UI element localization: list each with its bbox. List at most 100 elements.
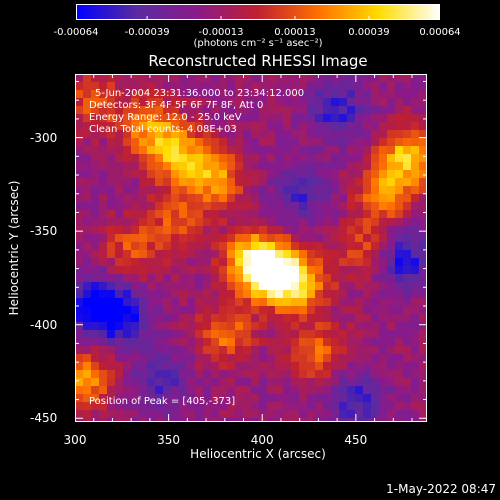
heatmap-cell: [267, 170, 276, 179]
heatmap-cell: [363, 90, 372, 99]
heatmap-cell: [299, 258, 308, 267]
heatmap-cell: [363, 178, 372, 187]
heatmap-cell: [307, 122, 316, 131]
heatmap-cell: [195, 210, 204, 219]
heatmap-cell: [227, 146, 236, 155]
heatmap-cell: [339, 274, 348, 283]
heatmap-cell: [227, 82, 236, 91]
heatmap-cell: [163, 266, 172, 275]
heatmap-cell: [275, 90, 284, 99]
heatmap-cell: [395, 266, 404, 275]
heatmap-cell: [155, 194, 164, 203]
heatmap-cell: [107, 242, 116, 251]
heatmap-cell: [227, 410, 236, 419]
heatmap-cell: [131, 186, 140, 195]
heatmap-cell: [355, 298, 364, 307]
heatmap-cell: [107, 218, 116, 227]
heatmap-cell: [107, 418, 116, 422]
heatmap-cell: [371, 314, 380, 323]
heatmap-cell: [363, 386, 372, 395]
heatmap-cell: [131, 338, 140, 347]
heatmap-cell: [107, 178, 116, 187]
info-line: Detectors: 3F 4F 5F 6F 7F 8F, Att 0: [89, 100, 264, 111]
heatmap-cell: [219, 114, 228, 123]
heatmap-cell: [267, 138, 276, 147]
heatmap-cell: [355, 314, 364, 323]
heatmap-cell: [403, 250, 412, 259]
heatmap-cell: [315, 330, 324, 339]
heatmap-cell: [363, 130, 372, 139]
heatmap-cell: [195, 162, 204, 171]
heatmap-cell: [115, 154, 124, 163]
heatmap-cell: [171, 218, 180, 227]
heatmap-cell: [131, 178, 140, 187]
heatmap-cell: [411, 346, 420, 355]
heatmap-cell: [115, 178, 124, 187]
heatmap-cell: [171, 74, 180, 83]
heatmap-cell: [75, 418, 84, 422]
heatmap-cell: [147, 370, 156, 379]
heatmap-cell: [227, 346, 236, 355]
heatmap-cell: [115, 394, 124, 403]
heatmap-cell: [355, 394, 364, 403]
heatmap-cell: [147, 282, 156, 291]
heatmap-cell: [387, 410, 396, 419]
heatmap-cell: [187, 130, 196, 139]
heatmap-cell: [235, 402, 244, 411]
heatmap-cell: [227, 266, 236, 275]
heatmap-cell: [267, 410, 276, 419]
heatmap-cell: [411, 98, 420, 107]
heatmap-cell: [147, 138, 156, 147]
heatmap-cell: [123, 314, 132, 323]
heatmap-cell: [123, 418, 132, 422]
heatmap-cell: [107, 210, 116, 219]
heatmap-cell: [235, 306, 244, 315]
heatmap-cell: [99, 362, 108, 371]
heatmap-cell: [91, 338, 100, 347]
heatmap-cell: [171, 370, 180, 379]
heatmap-cell: [163, 258, 172, 267]
heatmap-cell: [187, 354, 196, 363]
heatmap-cell: [211, 170, 220, 179]
heatmap-cell: [107, 146, 116, 155]
heatmap-cell: [211, 130, 220, 139]
heatmap-cell: [107, 74, 116, 83]
heatmap-cell: [387, 346, 396, 355]
heatmap-cell: [283, 146, 292, 155]
heatmap-cell: [163, 226, 172, 235]
heatmap-cell: [179, 74, 188, 83]
heatmap-cell: [219, 106, 228, 115]
heatmap-cell: [347, 218, 356, 227]
heatmap-cell: [339, 306, 348, 315]
heatmap-cell: [379, 90, 388, 99]
heatmap-cell: [243, 410, 252, 419]
heatmap-cell: [227, 330, 236, 339]
heatmap-cell: [195, 410, 204, 419]
heatmap-cell: [123, 362, 132, 371]
heatmap-cell: [315, 226, 324, 235]
heatmap-cell: [387, 362, 396, 371]
heatmap-cell: [299, 394, 308, 403]
heatmap-cell: [379, 322, 388, 331]
heatmap-cell: [187, 90, 196, 99]
heatmap-cell: [83, 354, 92, 363]
heatmap-cell: [259, 226, 268, 235]
heatmap-cell: [403, 274, 412, 283]
heatmap-cell: [379, 298, 388, 307]
heatmap-cell: [323, 186, 332, 195]
heatmap-cell: [243, 402, 252, 411]
heatmap-cell: [163, 290, 172, 299]
heatmap-cell: [379, 146, 388, 155]
heatmap-cell: [275, 282, 284, 291]
heatmap-cell: [155, 74, 164, 83]
heatmap-cell: [299, 402, 308, 411]
heatmap-cell: [235, 266, 244, 275]
heatmap-cell: [99, 138, 108, 147]
heatmap-cell: [387, 354, 396, 363]
heatmap-cell: [411, 370, 420, 379]
heatmap-cell: [315, 234, 324, 243]
heatmap-cell: [339, 122, 348, 131]
heatmap-cell: [139, 234, 148, 243]
heatmap-cell: [395, 306, 404, 315]
heatmap-cell: [363, 418, 372, 422]
